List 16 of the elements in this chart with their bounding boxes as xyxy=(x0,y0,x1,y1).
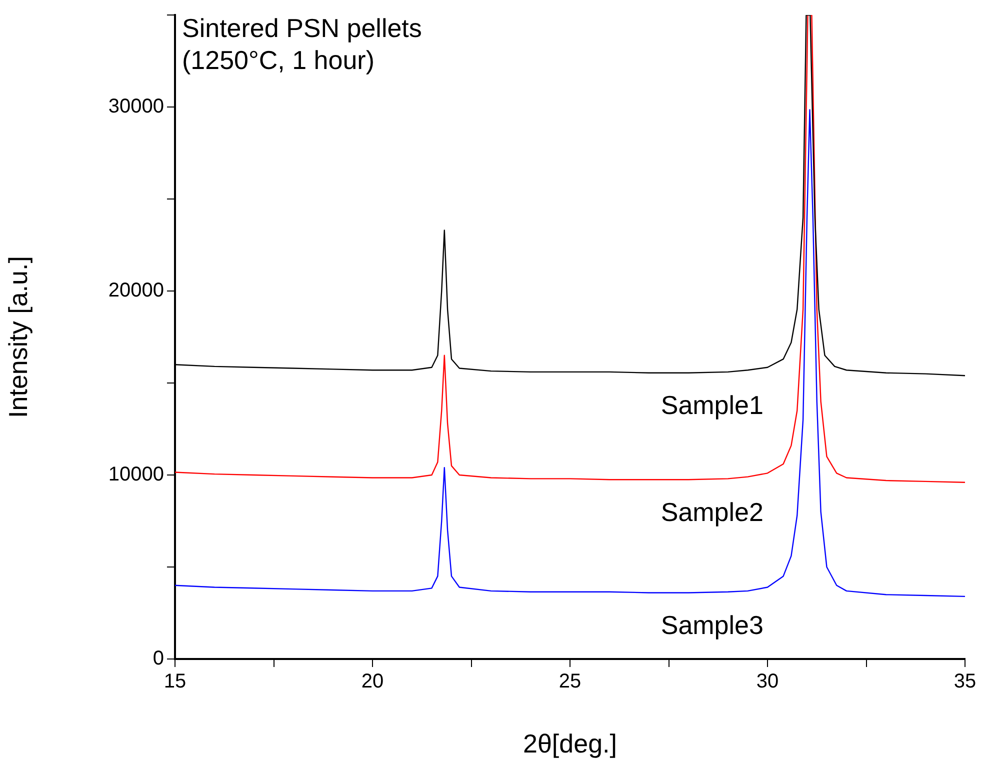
x-tick-label: 15 xyxy=(164,670,186,693)
y-tick-label: 30000 xyxy=(108,96,164,118)
y-tick-label: 0 xyxy=(152,648,164,670)
series-label: Sample3 xyxy=(660,610,764,640)
y-axis-title: Intensity [a.u.] xyxy=(2,256,33,418)
x-tick-label: 20 xyxy=(361,670,384,693)
y-tick-label: 10000 xyxy=(108,464,164,486)
annotation: (1250°C, 1 hour) xyxy=(182,45,374,76)
series-label: Sample1 xyxy=(660,390,764,420)
x-axis-title: 2θ[deg.] xyxy=(523,728,617,759)
x-tick-label: 30 xyxy=(756,670,779,693)
annotation: Sintered PSN pellets xyxy=(182,13,422,44)
x-tick-label: 25 xyxy=(558,670,582,693)
y-tick-label: 20000 xyxy=(108,280,164,302)
x-tick-label: 35 xyxy=(954,670,976,693)
series-label: Sample2 xyxy=(660,496,764,527)
